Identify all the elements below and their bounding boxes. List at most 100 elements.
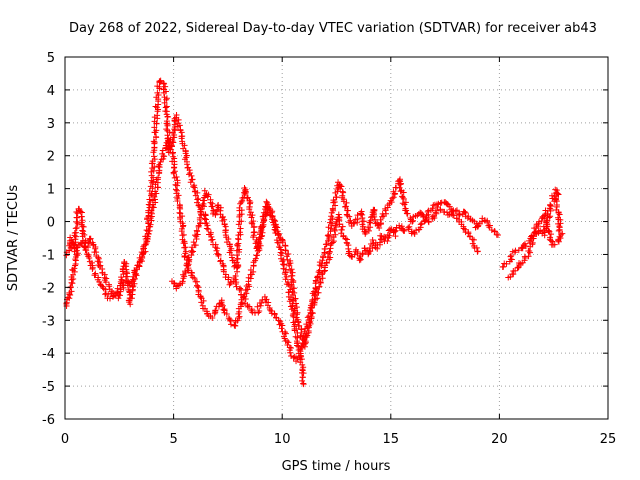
data-point-marker bbox=[559, 230, 566, 237]
y-tick-label: 5 bbox=[47, 51, 55, 66]
x-tick-label: 25 bbox=[600, 432, 617, 447]
data-point-marker bbox=[261, 216, 268, 223]
data-point-marker bbox=[321, 245, 328, 252]
data-point-marker bbox=[390, 188, 397, 195]
data-point-marker bbox=[555, 227, 562, 234]
data-point-marker bbox=[78, 213, 85, 220]
data-point-marker bbox=[327, 254, 334, 261]
chart-title: Day 268 of 2022, Sidereal Day-to-day VTE… bbox=[69, 21, 597, 36]
data-point-marker bbox=[473, 244, 480, 251]
data-point-marker bbox=[170, 170, 177, 177]
data-point-marker bbox=[470, 236, 477, 243]
data-point-marker bbox=[156, 78, 163, 85]
data-point-marker bbox=[209, 236, 216, 243]
data-point-marker bbox=[258, 226, 265, 233]
data-point-marker bbox=[414, 212, 421, 219]
data-point-marker bbox=[297, 332, 304, 339]
data-point-marker bbox=[152, 188, 159, 195]
data-point-marker bbox=[265, 203, 272, 210]
data-point-marker bbox=[512, 267, 519, 274]
data-point-marker bbox=[547, 234, 554, 241]
data-point-marker bbox=[429, 205, 436, 212]
data-point-marker bbox=[279, 322, 286, 329]
data-point-marker bbox=[204, 193, 211, 200]
data-point-marker bbox=[79, 239, 86, 246]
data-point-marker bbox=[164, 113, 171, 120]
data-point-marker bbox=[378, 233, 385, 240]
data-point-marker bbox=[237, 225, 244, 232]
data-point-marker bbox=[396, 222, 403, 229]
data-point-marker bbox=[300, 381, 307, 388]
x-tick-label: 10 bbox=[274, 432, 291, 447]
data-point-marker bbox=[413, 227, 420, 234]
data-point-marker bbox=[283, 253, 290, 260]
data-point-marker bbox=[287, 303, 294, 310]
data-point-marker bbox=[144, 233, 151, 240]
data-point-marker bbox=[95, 255, 102, 262]
data-point-marker bbox=[399, 200, 406, 207]
data-point-marker bbox=[246, 206, 253, 213]
data-point-marker bbox=[384, 231, 391, 238]
data-point-marker bbox=[254, 252, 261, 259]
y-tick-label: -4 bbox=[42, 347, 55, 362]
data-point-marker bbox=[219, 217, 226, 224]
data-point-marker bbox=[401, 201, 408, 208]
data-point-marker bbox=[151, 139, 158, 146]
data-point-marker bbox=[437, 207, 444, 214]
data-point-marker bbox=[218, 301, 225, 308]
data-point-marker bbox=[324, 232, 331, 239]
data-point-marker bbox=[316, 275, 323, 282]
data-point-marker bbox=[68, 288, 75, 295]
data-point-marker bbox=[150, 153, 157, 160]
data-point-marker bbox=[300, 370, 307, 377]
data-point-marker bbox=[279, 258, 286, 265]
data-point-marker bbox=[507, 253, 514, 260]
data-point-marker bbox=[392, 227, 399, 234]
data-point-marker bbox=[211, 310, 218, 317]
data-point-marker bbox=[527, 249, 534, 256]
data-point-marker bbox=[278, 255, 285, 262]
data-point-marker bbox=[542, 211, 549, 218]
data-point-marker bbox=[326, 249, 333, 256]
data-point-marker bbox=[505, 274, 512, 281]
data-point-marker bbox=[311, 299, 318, 306]
data-point-marker bbox=[488, 227, 495, 234]
data-point-marker bbox=[433, 207, 440, 214]
data-point-marker bbox=[547, 237, 554, 244]
data-point-marker bbox=[294, 342, 301, 349]
data-point-marker bbox=[128, 295, 135, 302]
data-point-marker bbox=[511, 249, 518, 256]
data-point-marker bbox=[308, 313, 315, 320]
y-axis-ticks: -6 -5 -4 -3 -2 -1 0 1 2 3 4 5 bbox=[42, 51, 608, 428]
data-point-marker bbox=[448, 208, 455, 215]
data-point-marker bbox=[392, 233, 399, 240]
data-point-marker bbox=[391, 228, 398, 235]
data-point-marker bbox=[335, 179, 342, 186]
data-point-marker bbox=[255, 309, 262, 316]
data-point-marker bbox=[193, 227, 200, 234]
data-point-marker bbox=[271, 311, 278, 318]
data-point-marker bbox=[500, 263, 507, 270]
data-point-marker bbox=[298, 356, 305, 363]
x-tick-label: 0 bbox=[61, 432, 69, 447]
data-point-marker bbox=[146, 188, 153, 195]
data-point-marker bbox=[187, 169, 194, 176]
data-point-marker bbox=[425, 219, 432, 226]
data-point-marker bbox=[485, 222, 492, 229]
data-point-marker bbox=[315, 289, 322, 296]
data-point-marker bbox=[192, 192, 199, 199]
data-point-marker bbox=[166, 129, 173, 136]
data-point-marker bbox=[359, 251, 366, 258]
data-point-marker bbox=[376, 239, 383, 246]
y-tick-label: -2 bbox=[42, 281, 55, 296]
data-point-marker bbox=[546, 228, 553, 235]
data-point-marker bbox=[317, 279, 324, 286]
data-point-marker bbox=[302, 340, 309, 347]
data-point-marker bbox=[400, 189, 407, 196]
data-point-marker bbox=[217, 257, 224, 264]
data-point-marker bbox=[201, 215, 208, 222]
data-point-marker bbox=[371, 216, 378, 223]
data-point-marker bbox=[256, 308, 263, 315]
data-point-marker bbox=[176, 209, 183, 216]
